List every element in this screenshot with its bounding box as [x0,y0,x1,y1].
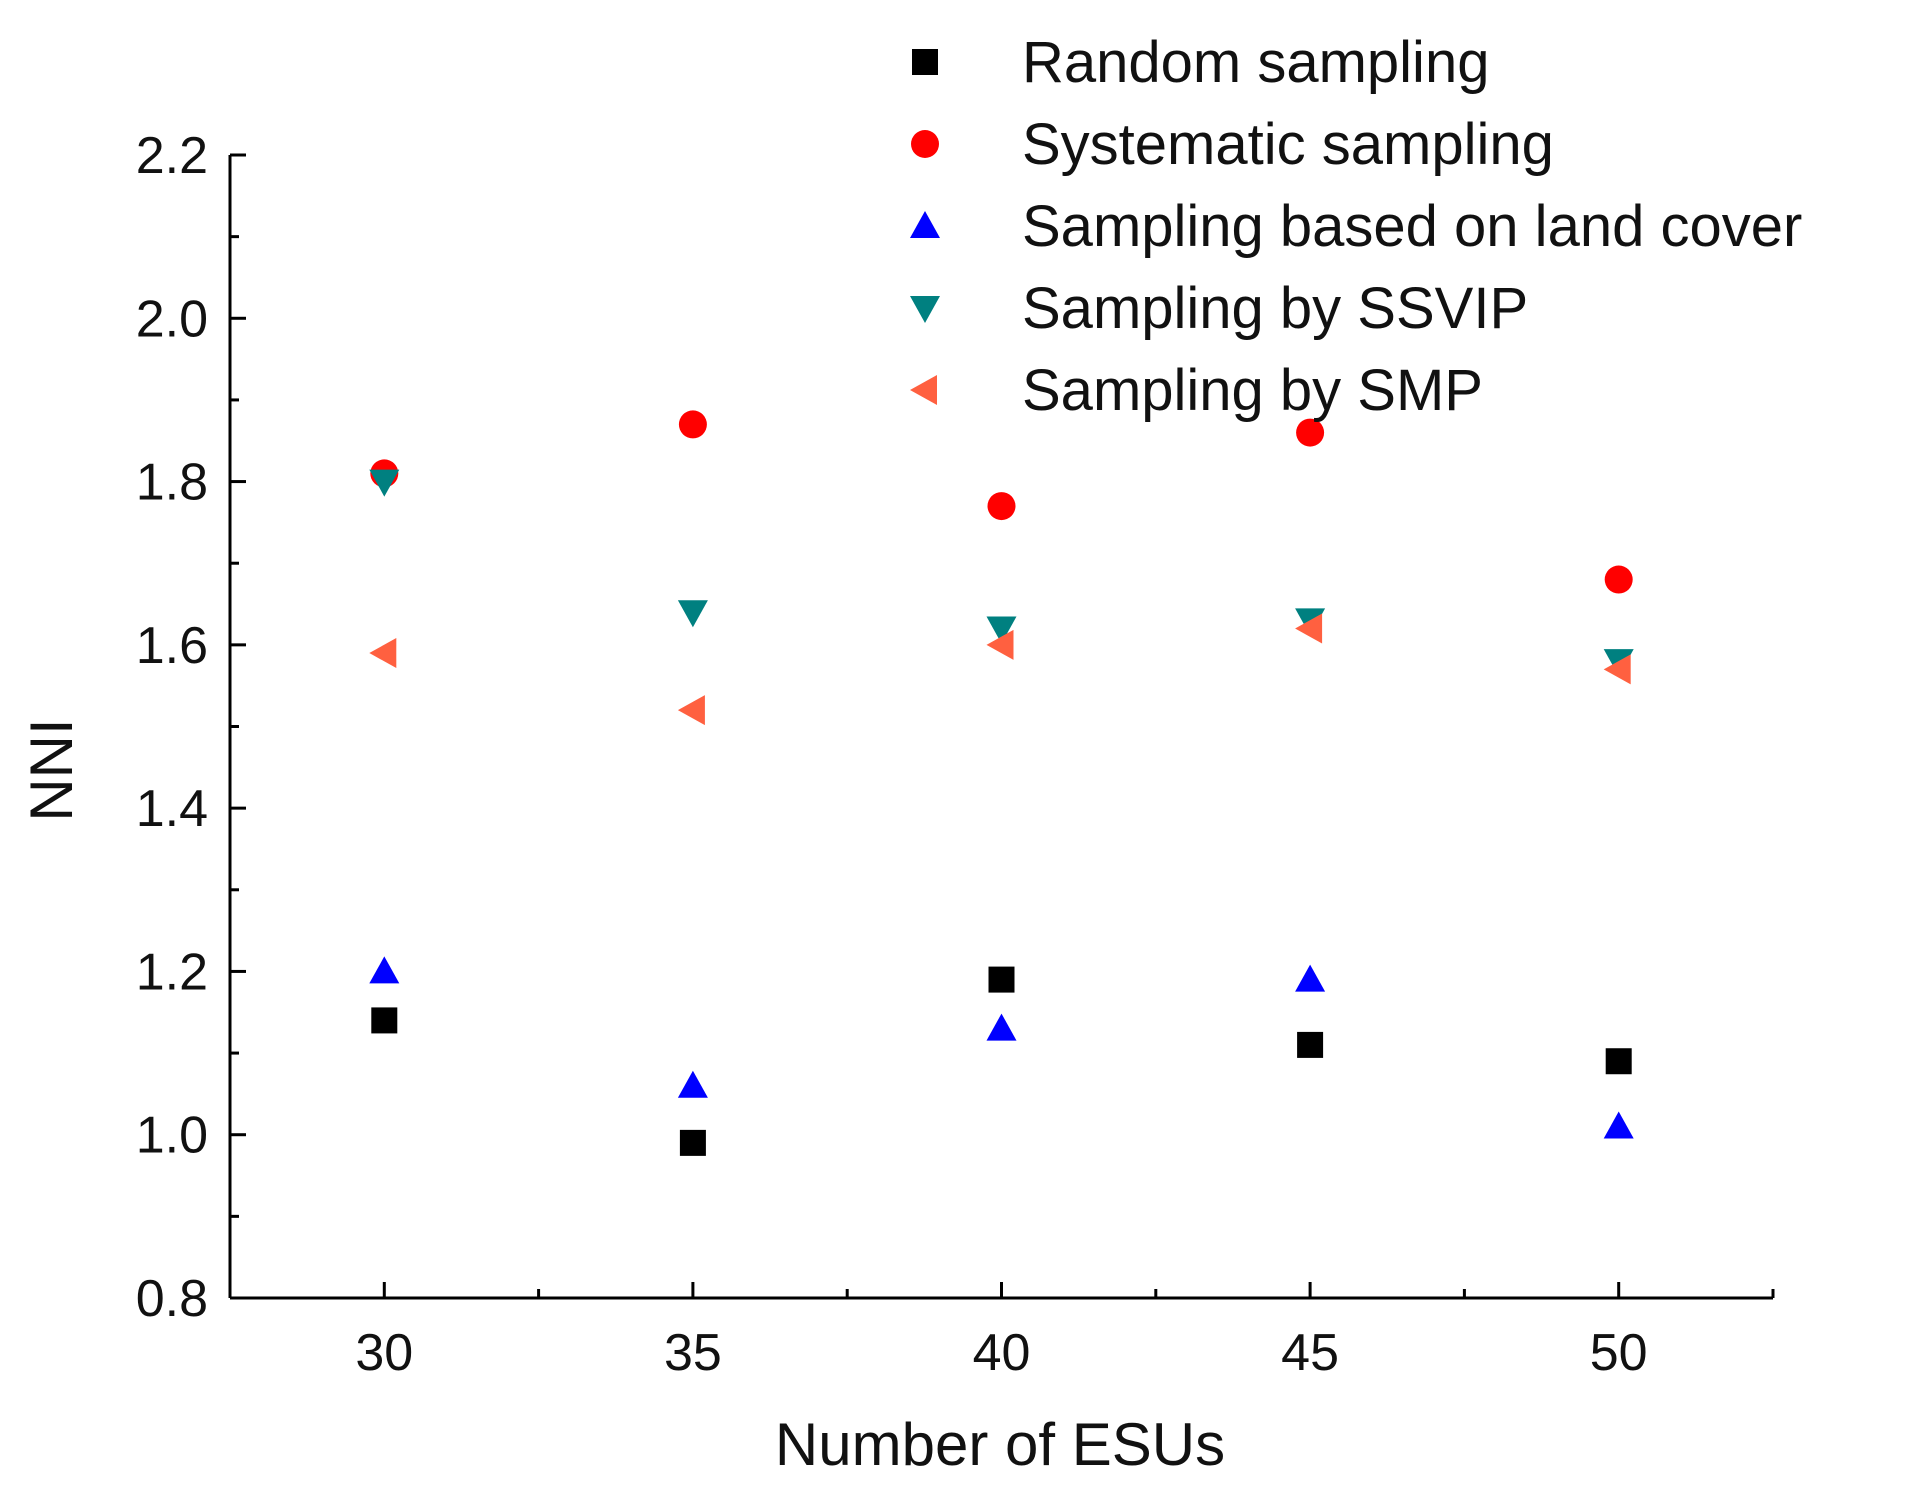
data-point-square [988,966,1015,993]
y-tick-label: 2.2 [136,127,208,185]
axis-ticks: 0.8 1.0 1.2 1.4 1.6 1.8 2.0 2.2 30 35 40 45 50 [136,127,1775,1382]
legend-label: Sampling by SMP [1022,358,1483,423]
data-point-triangle-down [677,600,708,628]
legend-label: Random sampling [1022,30,1489,95]
y-tick-label: 1.8 [136,454,208,512]
legend-marker-circle [911,130,939,158]
legend: Random sampling Systematic sampling Sampli… [910,30,1802,423]
x-axis-title: Number of ESUs [775,1411,1225,1478]
data-point-triangle-left [369,638,397,669]
data-point-triangle-left [677,695,705,726]
data-point-triangle-down [986,616,1017,644]
x-tick-label: 30 [355,1324,413,1382]
data-point-triangle-up [677,1070,708,1098]
data-point-triangle-down [369,469,400,497]
data-point-circle [1296,418,1325,447]
data-points [369,410,1634,1156]
data-point-square [1605,1048,1632,1075]
legend-label: Sampling by SSVIP [1022,276,1528,341]
y-tick-label: 1.6 [136,617,208,675]
legend-label: Systematic sampling [1022,112,1554,177]
data-point-triangle-up [1603,1111,1634,1139]
legend-marker-triangle-down [910,296,940,323]
legend-marker-square [912,49,938,75]
data-point-circle [1604,565,1633,594]
data-point-square [371,1007,398,1034]
y-tick-label: 1.0 [136,1107,208,1165]
data-point-circle [987,492,1016,521]
data-point-triangle-up [1295,964,1326,992]
x-tick-label: 50 [1590,1324,1648,1382]
legend-marker-triangle-up [910,211,940,238]
data-point-square [1297,1031,1324,1058]
x-tick-label: 35 [664,1324,722,1382]
legend-label: Sampling based on land cover [1022,194,1802,259]
y-tick-label: 2.0 [136,290,208,348]
data-point-triangle-left [986,629,1014,660]
y-tick-label: 1.4 [136,780,208,838]
data-point-triangle-left [1295,613,1323,644]
y-axis-title: NNI [18,718,85,821]
data-point-triangle-left [1603,654,1631,685]
axes [228,155,1773,1300]
data-point-triangle-up [369,956,400,984]
data-point-circle [678,410,707,439]
data-point-square [679,1129,706,1156]
data-point-triangle-up [986,1013,1017,1041]
y-tick-label: 1.2 [136,943,208,1001]
x-tick-label: 45 [1281,1324,1339,1382]
legend-marker-triangle-left [910,375,937,405]
y-tick-label: 0.8 [136,1270,208,1328]
x-tick-label: 40 [973,1324,1031,1382]
